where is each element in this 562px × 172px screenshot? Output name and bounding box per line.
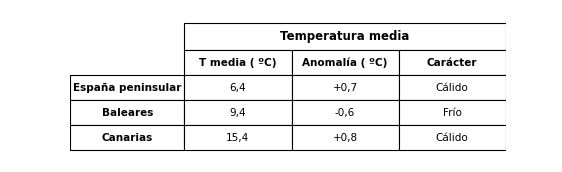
Text: Carácter: Carácter	[427, 58, 478, 68]
Bar	[398, 125, 506, 150]
Bar	[184, 50, 292, 75]
Bar	[184, 125, 292, 150]
Text: Cálido: Cálido	[436, 133, 469, 143]
Text: Canarias: Canarias	[102, 133, 153, 143]
Text: Frío: Frío	[443, 108, 461, 118]
Text: Cálido: Cálido	[436, 83, 469, 93]
Text: 6,4: 6,4	[230, 83, 246, 93]
Bar	[398, 100, 506, 125]
Bar	[292, 100, 398, 125]
Text: 15,4: 15,4	[226, 133, 250, 143]
Bar	[398, 75, 506, 100]
Bar	[70, 100, 184, 125]
Bar	[184, 100, 292, 125]
Bar	[70, 125, 184, 150]
Bar	[292, 75, 398, 100]
Text: Anomalía ( ºC): Anomalía ( ºC)	[302, 57, 388, 68]
Text: 9,4: 9,4	[230, 108, 246, 118]
Bar	[184, 23, 506, 50]
Text: T media ( ºC): T media ( ºC)	[199, 58, 277, 68]
Text: Baleares: Baleares	[102, 108, 153, 118]
Text: Temperatura media: Temperatura media	[280, 30, 410, 43]
Bar	[292, 50, 398, 75]
Text: -0,6: -0,6	[335, 108, 355, 118]
Bar	[398, 50, 506, 75]
Text: España peninsular: España peninsular	[73, 83, 182, 93]
Text: +0,7: +0,7	[333, 83, 357, 93]
Bar	[184, 75, 292, 100]
Bar	[70, 75, 184, 100]
Bar	[292, 125, 398, 150]
Text: +0,8: +0,8	[333, 133, 357, 143]
